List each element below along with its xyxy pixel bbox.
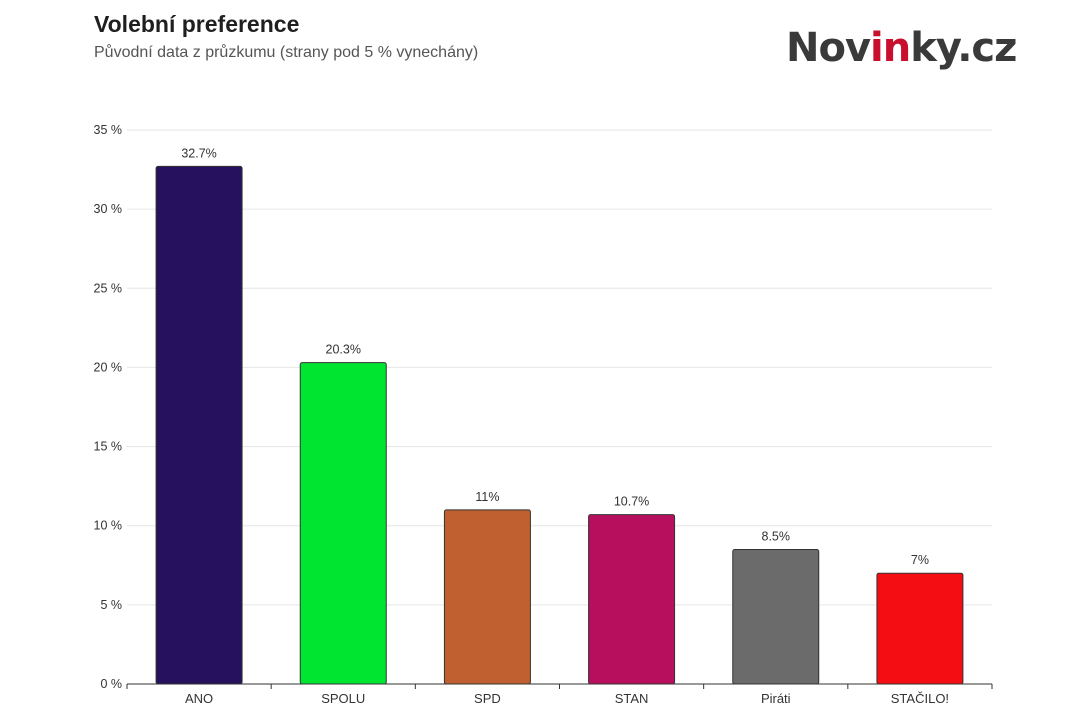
x-category-label: ANO (185, 691, 213, 706)
novinky-logo: Novinky.cz (786, 25, 1017, 71)
logo-text-end: ky.cz (910, 25, 1017, 71)
data-label: 20.3% (326, 343, 361, 357)
bar (155, 165, 243, 685)
bar (299, 362, 387, 685)
bar (588, 514, 676, 685)
y-tick-label: 5 % (100, 598, 122, 612)
logo-text-start: Nov (786, 25, 871, 71)
x-category-label: SPOLU (321, 691, 365, 706)
chart-title: Volební preference (94, 11, 300, 37)
y-tick-label: 35 % (94, 123, 123, 137)
bar (732, 548, 820, 685)
x-category-label: STAČILO! (891, 691, 949, 706)
data-label: 10.7% (614, 495, 649, 509)
y-tick-label: 25 % (94, 281, 123, 295)
y-tick-label: 15 % (94, 440, 123, 454)
y-tick-label: 30 % (94, 202, 123, 216)
y-tick-label: 20 % (94, 360, 123, 374)
bar (443, 509, 531, 685)
x-category-label: STAN (615, 691, 649, 706)
data-label: 32.7% (181, 146, 216, 160)
data-label: 11% (475, 490, 499, 504)
bar (876, 572, 964, 685)
chart-subtitle: Původní data z průzkumu (strany pod 5 % … (94, 44, 479, 61)
data-label: 7% (911, 553, 929, 567)
x-category-label: SPD (474, 691, 501, 706)
y-tick-label: 10 % (94, 519, 123, 533)
x-category-label: Piráti (761, 691, 791, 706)
y-tick-label: 0 % (100, 677, 122, 691)
data-label: 8.5% (762, 529, 791, 543)
logo-text-accent: in (870, 25, 911, 71)
